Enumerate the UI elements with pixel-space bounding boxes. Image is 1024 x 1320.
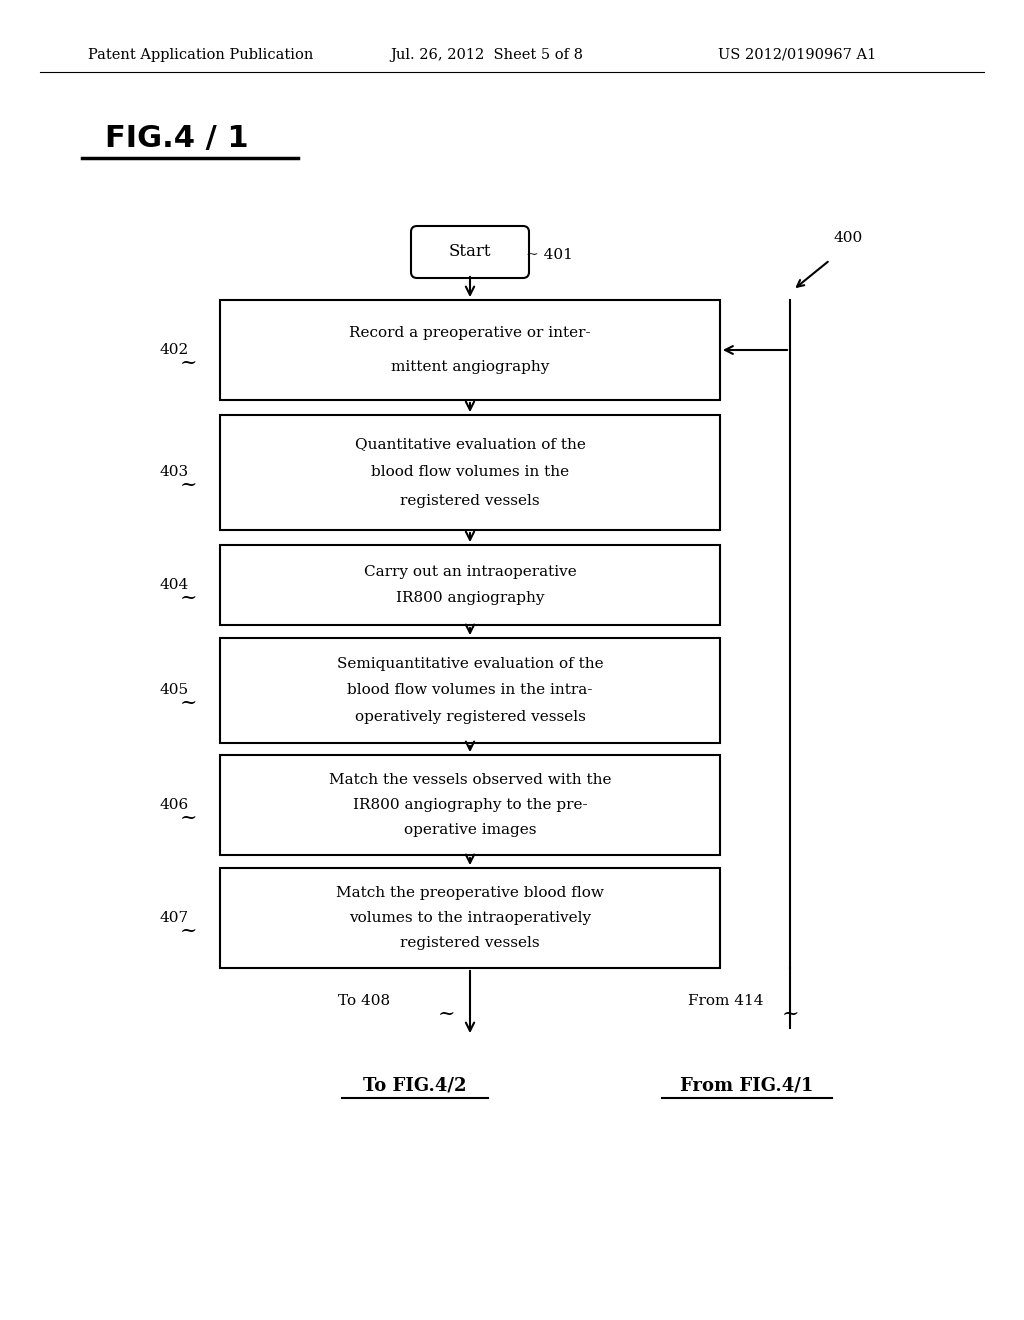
FancyBboxPatch shape (220, 545, 720, 624)
Text: 402: 402 (160, 343, 189, 356)
Text: From 414: From 414 (688, 994, 764, 1008)
Text: volumes to the intraoperatively: volumes to the intraoperatively (349, 911, 591, 925)
Text: Carry out an intraoperative: Carry out an intraoperative (364, 565, 577, 578)
Text: IR800 angiography: IR800 angiography (395, 591, 544, 606)
Text: 407: 407 (160, 911, 189, 925)
Text: Start: Start (449, 243, 492, 260)
Text: 406: 406 (160, 799, 189, 812)
Text: Match the preoperative blood flow: Match the preoperative blood flow (336, 886, 604, 900)
Text: Record a preoperative or inter-: Record a preoperative or inter- (349, 326, 591, 341)
FancyBboxPatch shape (220, 638, 720, 743)
Text: ~: ~ (180, 808, 198, 828)
FancyBboxPatch shape (220, 300, 720, 400)
Text: ~: ~ (782, 1005, 800, 1023)
FancyBboxPatch shape (411, 226, 529, 279)
Text: ~: ~ (438, 1005, 456, 1023)
Text: 400: 400 (833, 231, 862, 246)
Text: Semiquantitative evaluation of the: Semiquantitative evaluation of the (337, 657, 603, 672)
Text: 405: 405 (160, 684, 189, 697)
Text: US 2012/0190967 A1: US 2012/0190967 A1 (718, 48, 877, 62)
Text: Patent Application Publication: Patent Application Publication (88, 48, 313, 62)
Text: operative images: operative images (403, 822, 537, 837)
Text: ~: ~ (180, 589, 198, 607)
Text: ~: ~ (180, 477, 198, 495)
Text: blood flow volumes in the: blood flow volumes in the (371, 466, 569, 479)
Text: mittent angiography: mittent angiography (391, 359, 549, 374)
Text: Quantitative evaluation of the: Quantitative evaluation of the (354, 437, 586, 450)
Text: IR800 angiography to the pre-: IR800 angiography to the pre- (352, 799, 588, 812)
Text: Jul. 26, 2012  Sheet 5 of 8: Jul. 26, 2012 Sheet 5 of 8 (390, 48, 583, 62)
Text: To 408: To 408 (338, 994, 390, 1008)
Text: 403: 403 (160, 466, 189, 479)
Text: From FIG.4/1: From FIG.4/1 (680, 1077, 814, 1096)
FancyBboxPatch shape (220, 414, 720, 531)
Text: registered vessels: registered vessels (400, 494, 540, 508)
Text: ~: ~ (180, 921, 198, 940)
Text: 404: 404 (160, 578, 189, 591)
FancyBboxPatch shape (220, 869, 720, 968)
Text: To FIG.4/2: To FIG.4/2 (364, 1077, 467, 1096)
Text: FIG.4 / 1: FIG.4 / 1 (105, 124, 249, 153)
Text: ~: ~ (180, 354, 198, 372)
Text: ~ 401: ~ 401 (526, 248, 572, 261)
Text: ~: ~ (180, 694, 198, 713)
Text: Match the vessels observed with the: Match the vessels observed with the (329, 774, 611, 787)
FancyBboxPatch shape (220, 755, 720, 855)
Text: registered vessels: registered vessels (400, 936, 540, 950)
Text: operatively registered vessels: operatively registered vessels (354, 710, 586, 723)
Text: blood flow volumes in the intra-: blood flow volumes in the intra- (347, 684, 593, 697)
